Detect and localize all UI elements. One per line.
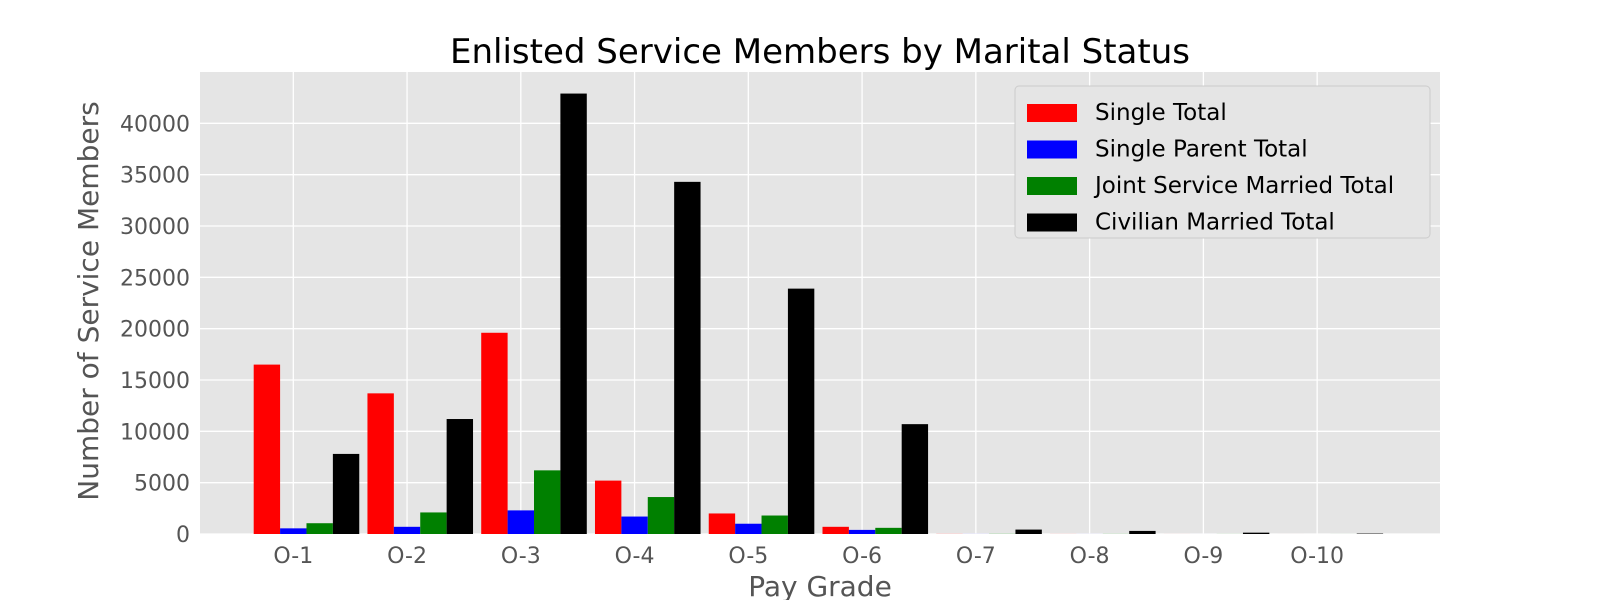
bar-single-total-o-1 [253,364,281,534]
bar-joint-service-married-total-o-5 [761,515,788,534]
y-tick-label: 0 [176,523,190,548]
bar-single-parent-total-o-5 [735,523,762,534]
legend-entry: Civilian Married Total [1095,210,1335,236]
x-tick-label: O-9 [1183,544,1223,569]
bar-civilian-married-total-o-1 [332,453,360,534]
bars [253,93,1384,534]
tick-labels: 0 5000 10000 15000 20000 25000 30000 35000 40000… [120,112,1344,569]
y-tick-label: 15000 [120,369,190,394]
legend-swatch [1027,213,1077,232]
y-tick-label: 35000 [120,164,190,189]
bar-joint-service-married-total-o-6 [875,527,902,534]
x-tick-label: O-4 [615,544,655,569]
bar-single-total-o-6 [822,526,849,534]
x-tick-label: O-3 [501,544,541,569]
y-tick-label: 20000 [120,318,190,343]
bar-civilian-married-total-o-8 [1129,530,1156,534]
x-tick-label: O-1 [273,544,313,569]
gridlines [200,72,1440,535]
bar-civilian-married-total-o-2 [446,419,474,534]
legend-entry: Single Total [1095,100,1227,126]
bar-single-total-o-4 [594,480,622,534]
x-tick-label: O-10 [1290,544,1344,569]
bar-single-parent-total-o-4 [621,516,648,534]
x-axis-label: Pay Grade [748,570,892,600]
bar-single-parent-total-o-6 [848,529,876,534]
bar-joint-service-married-total-o-1 [306,523,333,534]
legend-entry: Single Parent Total [1095,137,1308,163]
bar-joint-service-married-total-o-4 [647,497,675,534]
y-tick-label: 5000 [134,472,190,497]
x-tick-label: O-5 [728,544,768,569]
bar-joint-service-married-total-o-3 [534,470,561,534]
bar-single-total-o-3 [481,332,508,534]
legend: Single Total Single Parent Total Joint Ser… [1014,85,1431,239]
legend-entry: Joint Service Married Total [1093,173,1394,199]
y-axis-label: Number of Service Members [72,101,105,500]
bar-single-total-o-2 [367,393,394,534]
bar-civilian-married-total-o-9 [1242,532,1270,534]
x-tick-label: O-8 [1070,544,1110,569]
legend-swatch [1027,177,1077,195]
bar-joint-service-married-total-o-2 [420,512,447,534]
chart-title: Enlisted Service Members by Marital Stat… [450,32,1190,72]
bar-civilian-married-total-o-5 [787,288,815,534]
y-tick-label: 30000 [120,215,190,240]
bar-single-parent-total-o-2 [393,526,421,534]
legend-box [1014,85,1431,239]
bar-civilian-married-total-o-7 [1015,529,1042,534]
bar-civilian-married-total-o-4 [674,181,701,534]
bar-single-total-o-5 [708,513,736,534]
bar-single-parent-total-o-1 [280,528,307,534]
y-tick-label: 25000 [120,266,190,291]
x-tick-label: O-2 [387,544,427,569]
bar-single-parent-total-o-3 [507,510,535,534]
y-tick-label: 40000 [120,112,190,137]
y-tick-label: 10000 [120,420,190,445]
x-tick-label: O-6 [842,544,882,569]
x-tick-label: O-7 [956,544,996,569]
legend-swatch [1027,140,1077,159]
legend-swatch [1027,104,1077,122]
bar-civilian-married-total-o-3 [560,93,587,534]
bar-civilian-married-total-o-6 [901,424,929,534]
